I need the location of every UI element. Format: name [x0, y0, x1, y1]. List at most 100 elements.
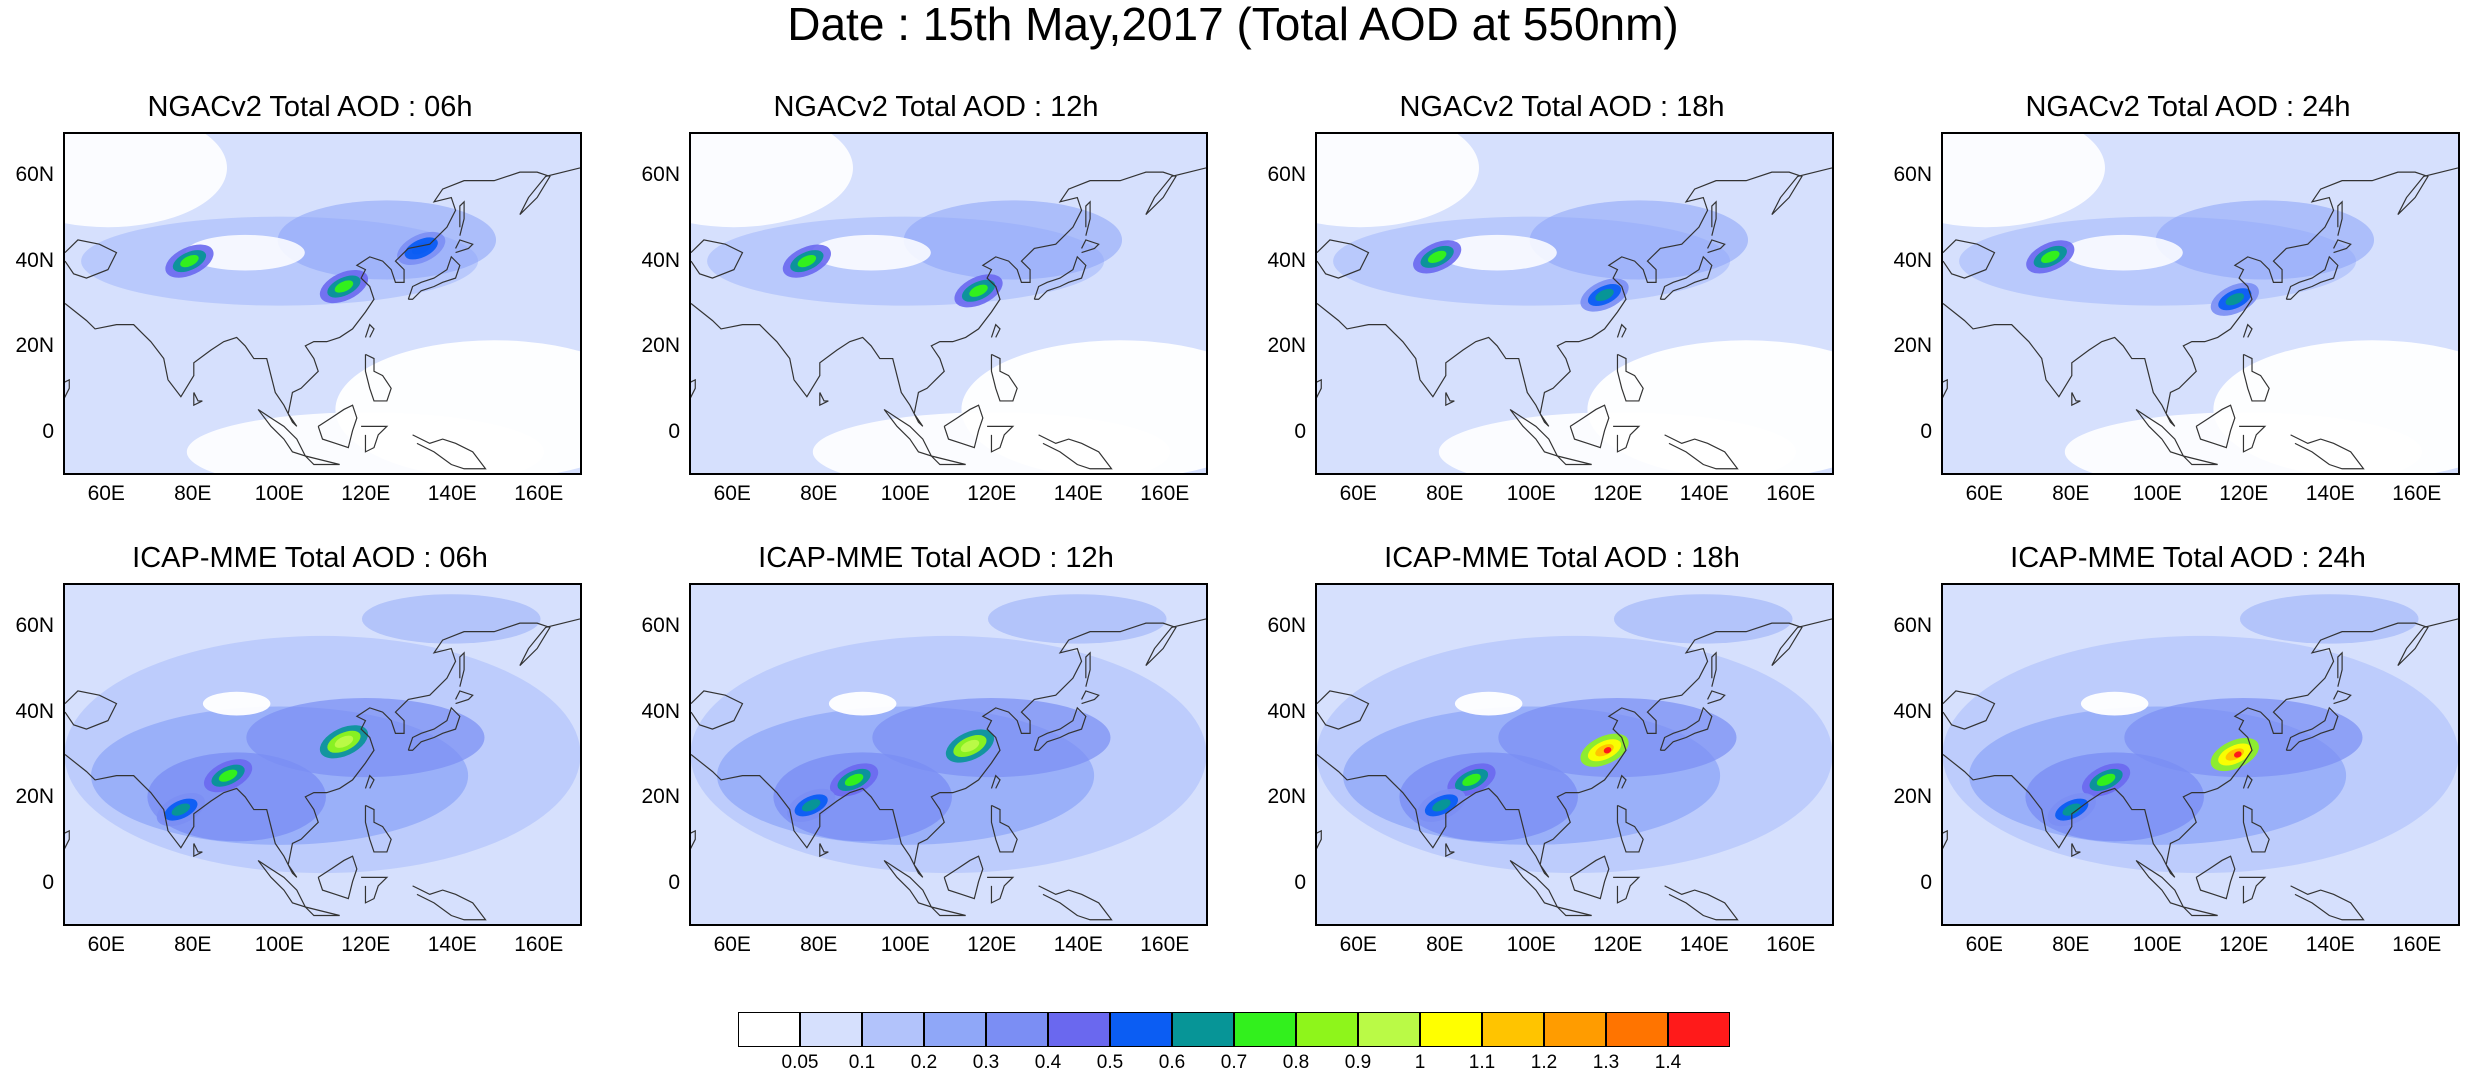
coastline [691, 167, 1206, 427]
coastline [1707, 690, 1726, 705]
lon-tick-label: 60E [87, 482, 125, 505]
coastline [361, 425, 389, 453]
coastline [1569, 404, 1610, 449]
colorbar-label: 0.05 [781, 1052, 819, 1073]
coastline [1085, 651, 1091, 687]
map-plot-area [1941, 132, 2460, 475]
aod-shading [65, 134, 227, 228]
coastline [1569, 855, 1610, 900]
coastline [1613, 425, 1641, 453]
coastline [883, 859, 933, 909]
colorbar-swatch [738, 1012, 800, 1047]
aod-shading [969, 284, 988, 297]
coastline [1616, 323, 1627, 338]
aod-shading [2041, 250, 2060, 264]
lat-tick-label: 0 [668, 420, 680, 444]
aod-shading [801, 799, 821, 812]
lon-tick-label: 80E [800, 482, 838, 505]
map-plot-area [1941, 583, 2460, 926]
coastline [1943, 167, 2458, 427]
coastline [1317, 690, 1370, 730]
lon-tick-label: 160E [514, 482, 564, 505]
lat-tick-label: 60N [15, 613, 54, 637]
lat-tick-label: 40N [641, 699, 680, 723]
lon-tick-label: 120E [341, 482, 391, 505]
coastline [304, 455, 340, 466]
lon-tick-label: 100E [2132, 933, 2182, 956]
coastline [2333, 239, 2352, 254]
lon-tick-label: 160E [514, 933, 564, 956]
lon-tick-label: 60E [1965, 933, 2003, 956]
coastline [2182, 906, 2218, 917]
coastline [2242, 323, 2253, 338]
coastline [364, 323, 375, 338]
colorbar-swatch [1606, 1012, 1668, 1047]
lat-tick-label: 60N [1893, 613, 1932, 637]
coastline [1038, 885, 1113, 921]
coastline [1081, 239, 1100, 254]
lon-tick-label: 140E [427, 933, 477, 956]
lat-tick-label: 0 [1920, 871, 1932, 895]
colorbar-swatch [986, 1012, 1048, 1047]
lon-tick-label: 100E [1506, 933, 1556, 956]
coastline [819, 843, 829, 858]
panel-title: NGACv2 Total AOD : 24h [2025, 91, 2351, 123]
aod-shading [171, 803, 191, 816]
lon-tick-label: 80E [174, 482, 212, 505]
coastline [2285, 706, 2339, 751]
lat-tick-label: 60N [1267, 162, 1306, 186]
lon-tick-label: 160E [1766, 933, 1816, 956]
colorbar-swatch [924, 1012, 986, 1047]
lon-tick-label: 120E [1593, 933, 1643, 956]
map-plot-area [1315, 132, 1834, 475]
aod-shading [2233, 751, 2242, 758]
colorbar-swatch [1358, 1012, 1420, 1047]
lat-tick-label: 60N [1893, 162, 1932, 186]
lon-tick-label: 60E [1339, 482, 1377, 505]
aod-shading [903, 200, 1123, 280]
coastline [1445, 392, 1455, 407]
colorbar-swatch [1110, 1012, 1172, 1047]
aod-shading [1317, 134, 1479, 228]
lat-tick-label: 40N [1893, 699, 1932, 723]
map-plot-area [689, 583, 1208, 926]
colorbar-swatch [1048, 1012, 1110, 1047]
map-plot-area [63, 583, 582, 926]
coastline [65, 378, 70, 399]
coastline [1711, 200, 1717, 236]
coastline [1711, 651, 1717, 687]
aod-shading [1427, 250, 1447, 264]
lon-tick-label: 120E [967, 933, 1017, 956]
colorbar-swatch [1482, 1012, 1544, 1047]
coastline [691, 690, 744, 730]
aod-shading [1529, 200, 1749, 280]
coastline [455, 690, 474, 705]
coastline [2071, 843, 2081, 858]
coastline [65, 690, 118, 730]
panel-title: NGACv2 Total AOD : 18h [1399, 91, 1725, 123]
coastline [364, 774, 375, 789]
colorbar-swatch [1668, 1012, 1730, 1047]
lon-tick-label: 140E [2305, 933, 2355, 956]
lon-tick-label: 120E [2219, 933, 2269, 956]
map-plot-area [1315, 583, 1834, 926]
coastline [1943, 829, 1948, 850]
aod-map [691, 134, 1206, 473]
colorbar-swatch [1234, 1012, 1296, 1047]
lat-tick-label: 20N [1893, 785, 1932, 809]
lat-tick-label: 20N [1267, 334, 1306, 358]
coastline [1085, 200, 1091, 236]
coastline [1317, 829, 1322, 850]
coastline [2071, 392, 2081, 407]
colorbar-label: 0.2 [910, 1052, 938, 1073]
aod-shading [2096, 773, 2116, 787]
coastline [65, 239, 118, 279]
coastline [1943, 239, 1996, 279]
coastline [990, 804, 1018, 853]
colorbar-label: 0.5 [1096, 1052, 1124, 1073]
coastline [930, 455, 966, 466]
coastline [1081, 690, 1100, 705]
map-panel: ICAP-MME Total AOD : 24h 60N 40N 20N 0 60E 80E… [1878, 541, 2466, 971]
lon-tick-label: 120E [1593, 482, 1643, 505]
aod-shading [1454, 691, 1523, 716]
